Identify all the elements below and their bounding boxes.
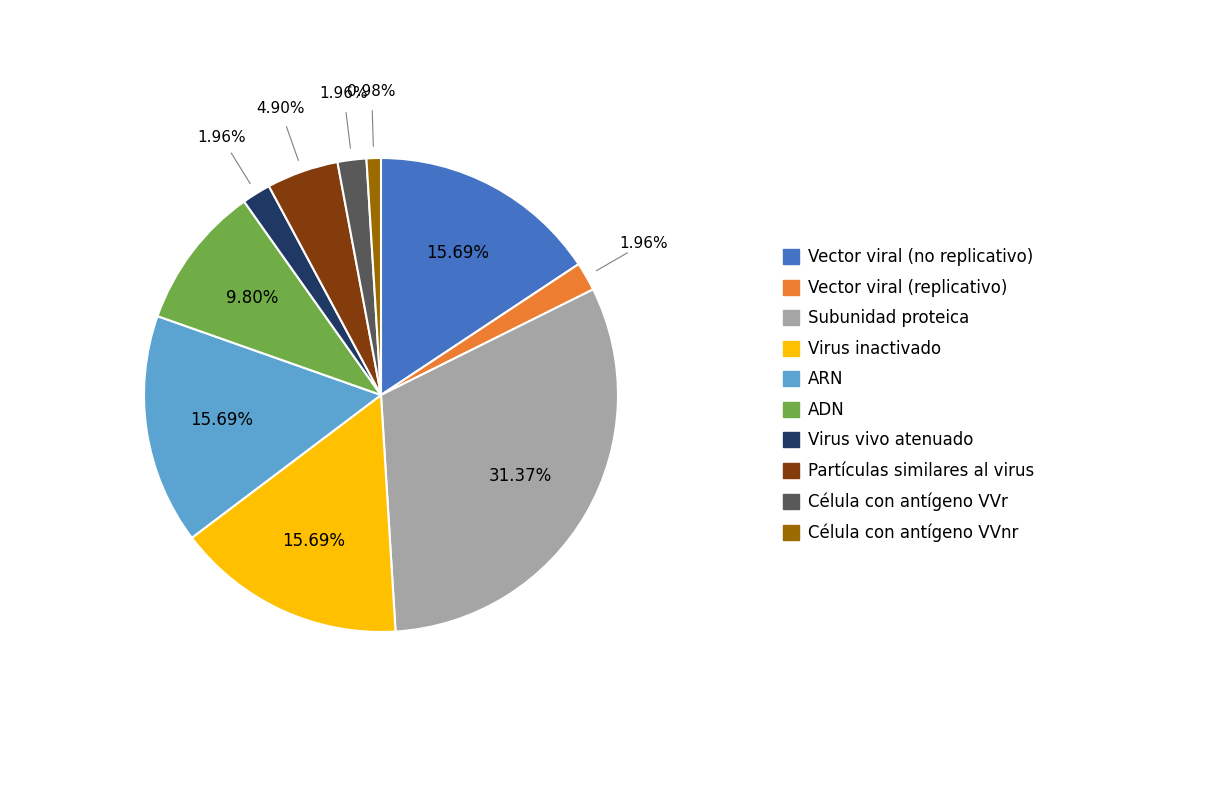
Text: 4.90%: 4.90% <box>256 101 305 116</box>
Text: 0.98%: 0.98% <box>348 85 396 100</box>
Wedge shape <box>338 159 381 395</box>
Text: 1.96%: 1.96% <box>197 130 246 145</box>
Wedge shape <box>192 395 396 632</box>
Text: 15.69%: 15.69% <box>425 244 489 262</box>
Wedge shape <box>144 316 381 538</box>
Text: 1.96%: 1.96% <box>619 236 669 251</box>
Text: 31.37%: 31.37% <box>489 467 552 484</box>
Wedge shape <box>366 158 381 395</box>
Text: 15.69%: 15.69% <box>283 532 345 551</box>
Text: 15.69%: 15.69% <box>190 411 253 429</box>
Text: 1.96%: 1.96% <box>320 86 367 101</box>
Wedge shape <box>381 158 579 395</box>
Wedge shape <box>157 201 381 395</box>
Wedge shape <box>269 162 381 395</box>
Wedge shape <box>245 186 381 395</box>
Legend: Vector viral (no replicativo), Vector viral (replicativo), Subunidad proteica, V: Vector viral (no replicativo), Vector vi… <box>783 248 1034 542</box>
Wedge shape <box>381 264 594 395</box>
Wedge shape <box>381 289 618 631</box>
Text: 9.80%: 9.80% <box>226 289 279 307</box>
